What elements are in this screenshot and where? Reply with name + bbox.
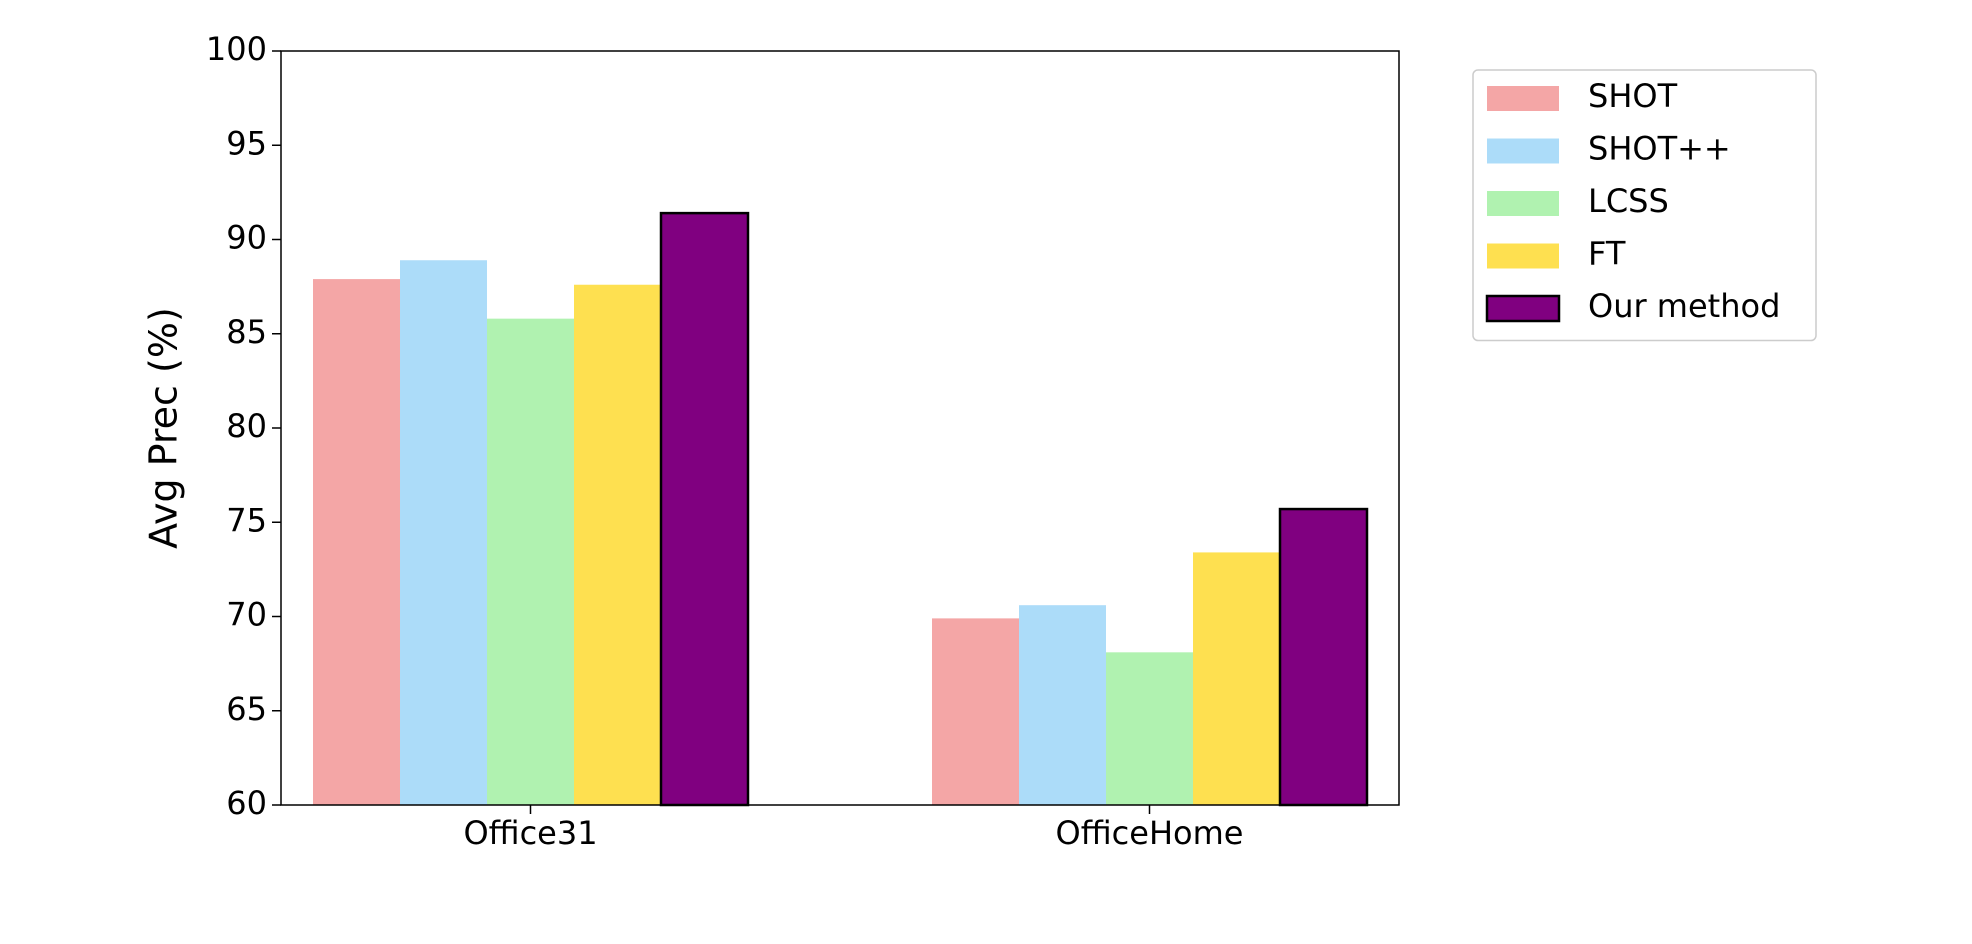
legend-swatch (1487, 243, 1559, 269)
y-tick-label: 60 (226, 784, 267, 822)
y-tick-label: 85 (226, 313, 267, 351)
y-axis-label: Avg Prec (%) (142, 307, 186, 549)
legend-swatch (1487, 138, 1559, 164)
bar (932, 618, 1019, 805)
bar (313, 279, 400, 806)
bar (400, 260, 487, 805)
y-tick-label: 75 (226, 501, 267, 539)
y-tick-label: 70 (226, 596, 267, 634)
plot-frame (280, 50, 1400, 806)
legend-label: FT (1588, 235, 1626, 273)
legend-box (1472, 69, 1817, 342)
legend-label: SHOT (1588, 77, 1678, 115)
bar (1019, 605, 1106, 805)
y-tick-label: 90 (226, 219, 267, 257)
y-tick-label: 100 (206, 30, 267, 68)
bar (1278, 507, 1369, 807)
bar (1193, 552, 1280, 805)
bar (574, 284, 661, 805)
bar (487, 318, 574, 805)
legend-label: Our method (1588, 287, 1780, 325)
bar (659, 211, 750, 807)
legend-swatch (1487, 191, 1559, 216)
y-tick-label: 95 (226, 124, 267, 162)
bar (1106, 652, 1193, 805)
x-tick-label: OfficeHome (1056, 814, 1244, 852)
y-tick-label: 65 (226, 690, 267, 728)
legend-swatch (1487, 86, 1559, 111)
x-tick-label: Office31 (463, 814, 597, 852)
legend-label: SHOT++ (1588, 130, 1731, 168)
legend-swatch (1485, 294, 1561, 323)
y-tick-label: 80 (226, 407, 267, 445)
legend-label: LCSS (1588, 182, 1669, 220)
